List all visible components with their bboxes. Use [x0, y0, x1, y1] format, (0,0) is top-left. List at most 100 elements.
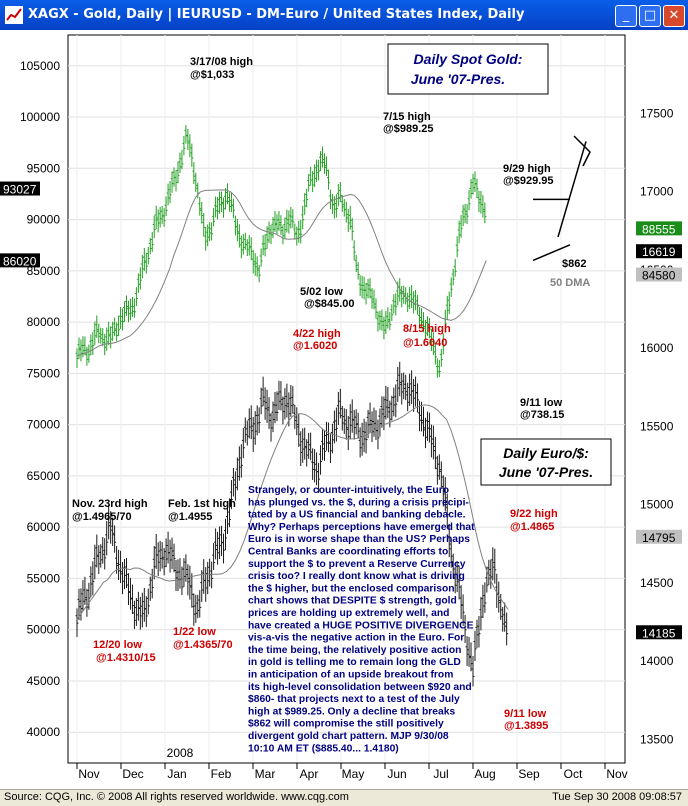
gold-price-bar: [241, 234, 245, 255]
gold-price-bar: [319, 151, 323, 172]
left-tick-label: 90000: [27, 213, 61, 227]
chart-annotation: $862: [562, 258, 586, 270]
gold-price-bar: [418, 307, 422, 328]
euro-price-bar: [241, 427, 245, 459]
euro-price-bar: [457, 565, 461, 600]
euro-price-bar: [346, 416, 350, 451]
gold-price-bar: [180, 149, 184, 170]
gold-price-bar: [376, 311, 380, 332]
plot-frame: [67, 34, 626, 764]
gold-price-bar: [354, 254, 358, 273]
left-tick-label: 40000: [27, 725, 61, 739]
euro-price-bar: [79, 588, 83, 621]
gold-price-bar: [362, 276, 366, 300]
euro-price-bar: [119, 550, 123, 584]
close-button[interactable]: ✕: [663, 5, 685, 27]
chart-annotation: @$845.00: [304, 298, 355, 310]
left-tick-label: 75000: [27, 366, 61, 380]
left-tick-label: 100000: [20, 110, 60, 124]
gold-price-bar: [451, 268, 455, 286]
euro-price-bar: [85, 588, 89, 617]
comparison-chart[interactable]: Nov Dec Jan Feb Mar Apr May Jun Jul Aug Sep Oct Nov 2…: [0, 30, 688, 790]
maximize-button[interactable]: □: [639, 5, 661, 27]
commentary-line: has plunged vs. the $, during a crisis p…: [248, 497, 469, 508]
gold-price-bar: [285, 209, 289, 233]
left-price-marker: 93027: [0, 181, 40, 197]
gold-price-bar: [400, 285, 404, 308]
euro-price-bar: [427, 412, 431, 443]
euro-price-bar: [342, 408, 346, 434]
commentary-line: its high-level consolidation between $92…: [248, 682, 472, 693]
euro-price-bar: [214, 528, 218, 560]
euro-price-bar: [447, 524, 451, 558]
euro-price-bar: [184, 554, 188, 582]
gold-price-bar: [220, 191, 224, 212]
euro-price-bar: [422, 406, 425, 437]
euro-price-bar: [224, 518, 227, 551]
euro-price-bar: [233, 471, 237, 501]
right-price-marker: 16619: [636, 244, 682, 259]
euro-price-bar: [410, 370, 414, 405]
gold-price-bar: [237, 224, 241, 248]
euro-price-bar: [87, 582, 91, 610]
title-bar[interactable]: XAGX - Gold, Daily | IEURUSD - DM-Euro /…: [0, 0, 688, 30]
chart-annotation: @1.4365/70: [173, 639, 233, 651]
gold-price-bar: [218, 191, 222, 214]
gold-price-bar: [457, 220, 461, 244]
right-tick-label: 15500: [640, 419, 674, 433]
euro-price-bar: [204, 567, 208, 602]
gold-price-bar: [293, 223, 297, 240]
right-tick-label: 17500: [640, 106, 674, 120]
commentary-line: tated by a US financial and banking deba…: [248, 510, 466, 521]
euro-price-bar: [148, 576, 152, 601]
chart-annotation: 7/15 high: [383, 111, 431, 123]
gold-price-bar: [184, 125, 188, 144]
gold-price-bar: [281, 225, 285, 245]
gold-price-bar: [125, 295, 128, 316]
gold-price-bar: [315, 159, 319, 182]
right-price-marker-label: 14185: [642, 626, 676, 640]
gold-price-bar: [75, 348, 79, 368]
euro-price-bar: [249, 405, 253, 440]
left-tick-label: 65000: [27, 469, 61, 483]
gold-price-bar: [447, 291, 451, 315]
chart-area[interactable]: Nov Dec Jan Feb Mar Apr May Jun Jul Aug Sep Oct Nov 2…: [0, 30, 688, 790]
gold-price-bar: [111, 321, 115, 341]
gold-price-bar: [259, 248, 263, 267]
gold-price-bar: [140, 254, 144, 279]
euro-price-bar: [437, 454, 441, 480]
euro-price-bar: [125, 557, 128, 588]
commentary-line: in anticipation of an upside breakout fr…: [248, 670, 453, 681]
chart-annotation: Nov. 23rd high: [72, 498, 148, 510]
commentary-line: 10:10 AM ET ($885.40... 1.4180): [248, 743, 399, 754]
minimize-button[interactable]: _: [615, 5, 637, 27]
gold-price-bar: [279, 215, 283, 236]
window-title: XAGX - Gold, Daily | IEURUSD - DM-Euro /…: [28, 7, 525, 22]
euro-price-bar: [188, 565, 192, 600]
euro-price-bar: [459, 585, 463, 619]
euro-price-bar: [364, 421, 368, 454]
left-tick-label: 70000: [27, 418, 61, 432]
euro-price-bar: [473, 630, 477, 662]
month-tick-label: Nov: [78, 767, 99, 781]
euro-price-bar: [285, 383, 289, 418]
euro-price-bar: [267, 397, 271, 429]
euro-price-bar: [338, 388, 342, 419]
gold-price-bar: [338, 182, 342, 202]
gold-price-bar: [162, 208, 166, 227]
euro-price-bar: [271, 401, 275, 433]
left-price-marker-label: 93027: [3, 183, 37, 197]
gold-price-bar: [79, 339, 83, 362]
euro-price-bar: [455, 561, 459, 593]
euro-price-bar: [483, 582, 487, 613]
euro-price-bar: [237, 446, 241, 481]
euro-price-bar: [265, 389, 269, 423]
euro-price-bar: [384, 385, 388, 420]
gold-price-bar: [249, 237, 253, 261]
gold-price-bar: [311, 170, 315, 193]
gold-price-bar: [326, 169, 330, 190]
euro-price-bar: [200, 570, 204, 603]
month-tick-label: May: [342, 767, 365, 781]
gold-price-bar: [210, 222, 214, 241]
month-tick-label: Nov: [606, 767, 627, 781]
